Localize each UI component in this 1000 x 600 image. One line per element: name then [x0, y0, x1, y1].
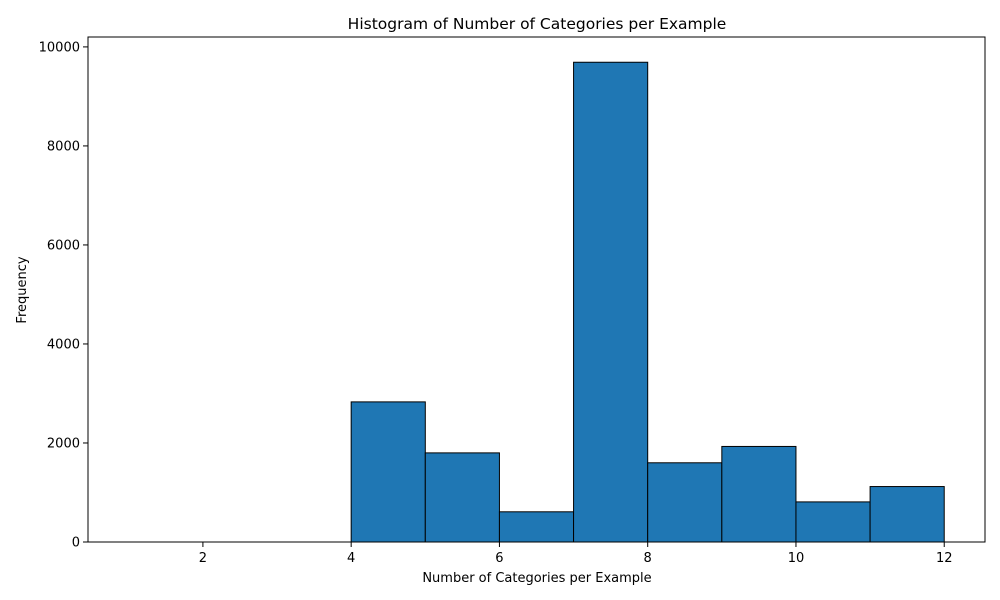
x-axis-label: Number of Categories per Example [422, 571, 651, 586]
histogram-bar [869, 486, 945, 543]
x-tick-label: 10 [788, 551, 805, 566]
y-tick-label: 6000 [47, 238, 80, 253]
chart-title: Histogram of Number of Categories per Ex… [348, 15, 727, 33]
histogram-bar [498, 511, 575, 543]
histogram-bar [350, 401, 426, 543]
x-axis-ticks: 2 4 6 8 10 12 [199, 542, 953, 566]
x-tick-label: 8 [644, 551, 652, 566]
x-tick-label: 12 [936, 551, 953, 566]
histogram-bar [721, 445, 797, 543]
histogram-bar [424, 452, 500, 543]
x-tick-label: 4 [347, 551, 355, 566]
histogram-bar [647, 462, 723, 543]
y-tick-label: 2000 [47, 436, 80, 451]
y-tick-label: 0 [72, 536, 80, 551]
histogram-bar [795, 501, 871, 543]
y-tick-label: 8000 [47, 139, 80, 154]
x-tick-label: 6 [495, 551, 503, 566]
histogram-bar [573, 61, 649, 543]
y-tick-label: 4000 [47, 337, 80, 352]
y-tick-label: 10000 [39, 40, 80, 55]
bars-group [350, 61, 945, 543]
x-tick-label: 2 [199, 551, 207, 566]
plot-frame [87, 36, 986, 543]
y-axis-ticks: 0 2000 4000 6000 8000 10000 [39, 40, 88, 551]
y-axis-label: Frequency [15, 256, 30, 323]
